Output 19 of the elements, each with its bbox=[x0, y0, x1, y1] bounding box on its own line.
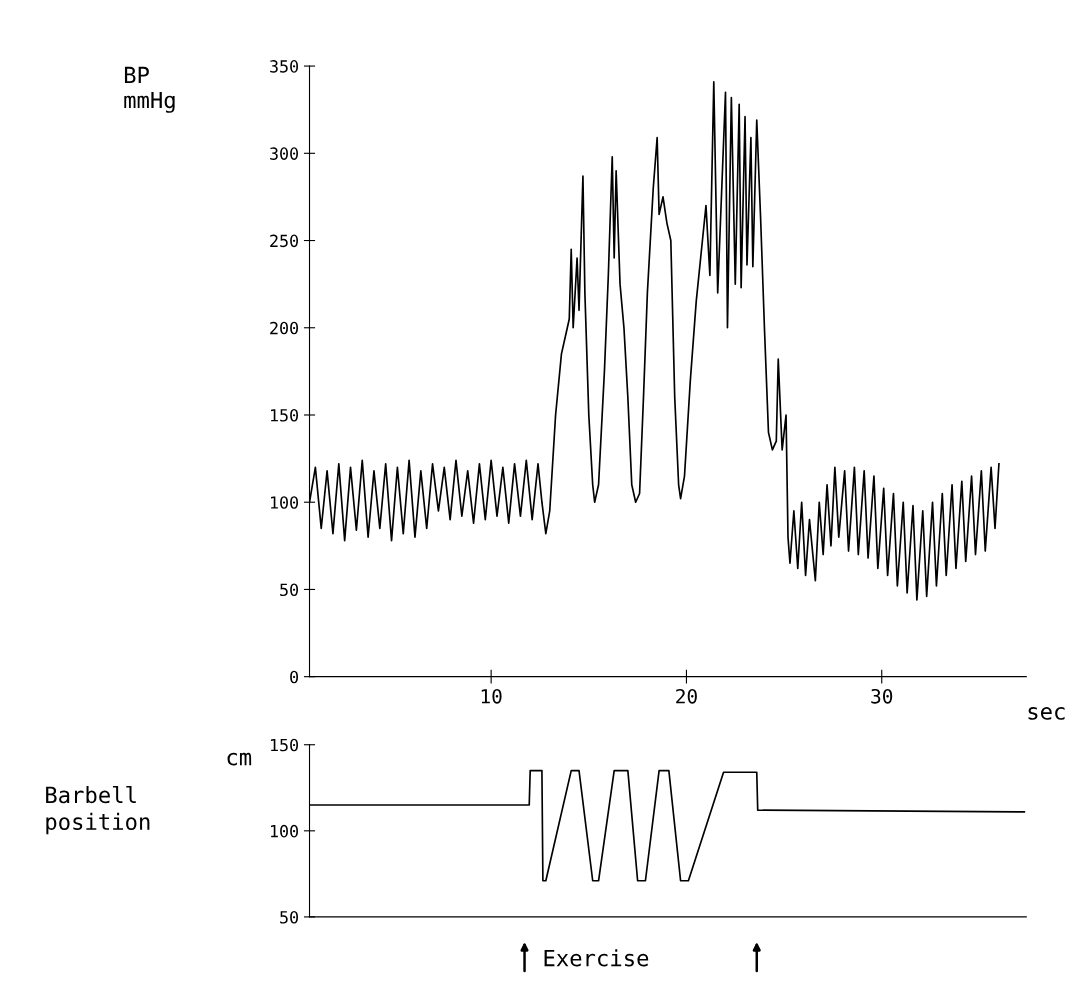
y-tick-label: 200 bbox=[270, 321, 299, 335]
x-tick-label: 10 bbox=[481, 688, 502, 704]
y-tick-label: 250 bbox=[270, 234, 299, 248]
y-tick-label: 100 bbox=[270, 496, 299, 509]
y-tick-label: 100 bbox=[270, 824, 299, 838]
y-tick-label: 150 bbox=[270, 738, 299, 752]
y-tick-label: 300 bbox=[270, 147, 299, 160]
y-axis-title: cm bbox=[227, 752, 252, 766]
x-tick-label: 30 bbox=[871, 688, 893, 704]
text: Exercise bbox=[544, 949, 649, 967]
y-tick-label: 350 bbox=[270, 60, 299, 73]
x-axis-title: sec bbox=[1028, 707, 1065, 720]
y-axis-title: BP mmHg bbox=[124, 66, 175, 113]
y-tick-label: 150 bbox=[270, 408, 299, 422]
y-tick-label: 50 bbox=[280, 583, 299, 597]
y-tick-label: 0 bbox=[290, 670, 299, 684]
y-tick-label: 50 bbox=[280, 910, 299, 924]
text: Barbell position bbox=[46, 785, 150, 835]
x-tick-label: 20 bbox=[676, 688, 697, 704]
